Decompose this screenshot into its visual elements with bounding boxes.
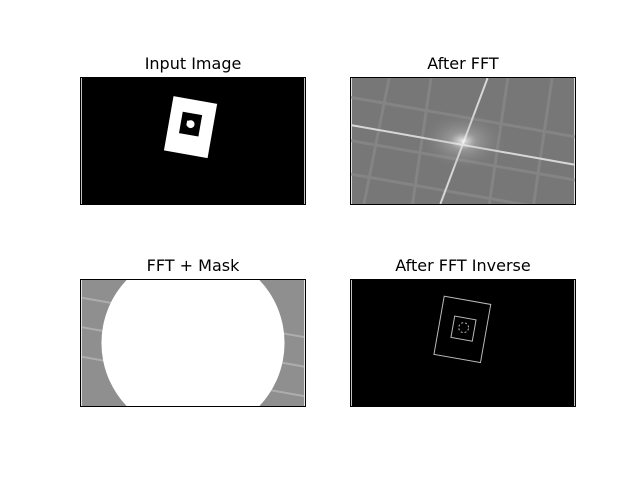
after-fft-inverse-panel [350, 279, 576, 407]
input-image-plot [81, 78, 305, 204]
panel-title-after-fft-inverse: After FFT Inverse [395, 256, 531, 275]
fft-mask-panel [80, 279, 306, 407]
after-fft-inverse-plot [351, 280, 575, 406]
panel-title-fft-mask: FFT + Mask [146, 256, 240, 275]
input-image-panel [80, 77, 306, 205]
inverse-card-outline [433, 295, 492, 364]
panel-title-input-image: Input Image [144, 54, 242, 73]
input-image-card [163, 96, 218, 159]
panel-title-after-fft: After FFT [427, 54, 499, 73]
inverse-background [351, 280, 575, 406]
after-fft-panel [350, 77, 576, 205]
mask-circle [101, 280, 285, 406]
fft-mask-plot [81, 280, 305, 406]
after-fft-plot [351, 78, 575, 204]
spectrum-center [418, 111, 508, 171]
